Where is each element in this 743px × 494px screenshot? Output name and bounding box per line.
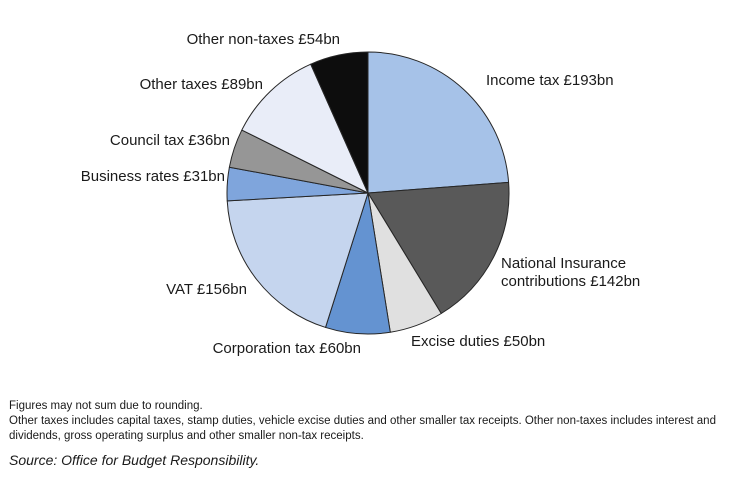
footnotes: Figures may not sum due to rounding. Oth… bbox=[9, 399, 739, 444]
pie-slice-national-insurance bbox=[367, 181, 510, 314]
footnote-definitions: Other taxes includes capital taxes, stam… bbox=[9, 415, 716, 442]
slice-label-corporation-tax: Corporation tax £60bn bbox=[212, 340, 361, 357]
pie-slice-vat bbox=[226, 192, 369, 328]
slice-label-income-tax: Income tax £193bn bbox=[486, 72, 614, 89]
pie-slice-other-non-taxes bbox=[310, 51, 369, 194]
pie-slice-income-tax bbox=[367, 51, 510, 194]
source-attribution: Source: Office for Budget Responsibility… bbox=[9, 452, 260, 468]
slice-label-national-insurance: National Insurance contributions £142bn bbox=[501, 255, 641, 290]
slice-label-excise-duties: Excise duties £50bn bbox=[411, 333, 546, 350]
slice-label-other-taxes: Other taxes £89bn bbox=[139, 76, 263, 93]
pie-slice-other-taxes bbox=[241, 63, 369, 194]
slice-label-council-tax: Council tax £36bn bbox=[109, 132, 230, 149]
slice-label-business-rates: Business rates £31bn bbox=[80, 168, 225, 185]
slice-label-vat: VAT £156bn bbox=[166, 281, 247, 298]
slice-label-other-non-taxes: Other non-taxes £54bn bbox=[186, 31, 340, 48]
footnote-rounding: Figures may not sum due to rounding. bbox=[9, 400, 203, 412]
